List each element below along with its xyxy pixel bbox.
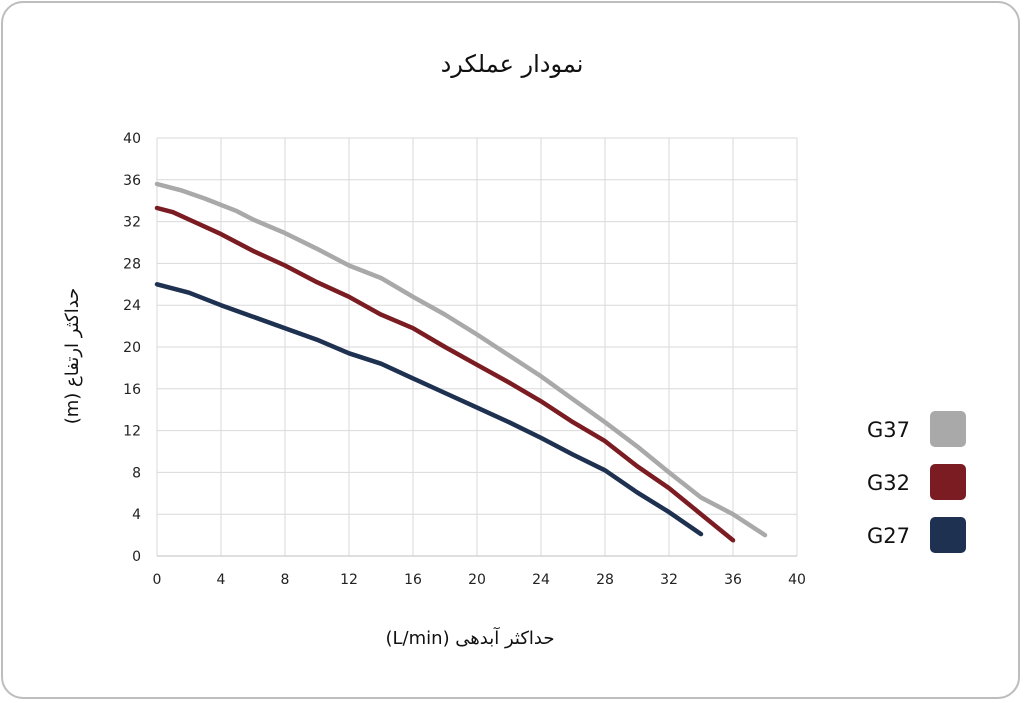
x-tick-label: 12 xyxy=(340,572,358,588)
x-tick-label: 24 xyxy=(532,572,550,588)
y-tick-label: 28 xyxy=(123,256,141,272)
series-layer xyxy=(154,181,768,543)
y-axis-label: حداکثر ارتفاع (m) xyxy=(62,288,83,425)
series-line-g37 xyxy=(154,181,768,538)
y-tick-label: 36 xyxy=(123,173,141,189)
grid xyxy=(156,137,798,557)
legend: G37 G32 G27 xyxy=(867,411,966,553)
x-tick-label: 40 xyxy=(788,572,806,588)
y-tick-label: 4 xyxy=(132,507,141,523)
legend-swatch-g27 xyxy=(930,517,966,553)
y-tick-label: 8 xyxy=(132,465,141,481)
y-tick-label: 24 xyxy=(123,298,141,314)
y-tick-label: 16 xyxy=(123,382,141,398)
x-tick-label: 16 xyxy=(404,572,422,588)
x-tick-label: 20 xyxy=(468,572,486,588)
legend-label-g27: G27 xyxy=(867,524,910,548)
y-tick-label: 12 xyxy=(123,424,141,440)
series-line-g32 xyxy=(154,205,736,543)
legend-label-g37: G37 xyxy=(867,418,910,442)
x-tick-label: 0 xyxy=(153,572,162,588)
x-tick-label: 4 xyxy=(217,572,226,588)
legend-swatch-g37 xyxy=(930,411,966,447)
y-tick-label: 40 xyxy=(123,131,141,147)
axes: 0 4 8 12 16 20 24 28 32 36 40 0 4 8 12 16 20 24 28 32 36 40 xyxy=(123,131,806,588)
x-tick-label: 32 xyxy=(660,572,678,588)
series-line-g27 xyxy=(154,282,704,537)
legend-label-g32: G32 xyxy=(867,471,910,495)
x-tick-label: 28 xyxy=(596,572,614,588)
y-tick-label: 0 xyxy=(132,549,141,565)
legend-swatch-g32 xyxy=(930,464,966,500)
x-axis-label: حداکثر آبدهی (L/min) xyxy=(385,626,554,649)
y-tick-label: 20 xyxy=(123,340,141,356)
x-tick-label: 36 xyxy=(724,572,742,588)
x-tick-label: 8 xyxy=(281,572,290,588)
chart-title: نمودار عملکرد xyxy=(441,50,584,78)
y-tick-label: 32 xyxy=(123,215,141,231)
